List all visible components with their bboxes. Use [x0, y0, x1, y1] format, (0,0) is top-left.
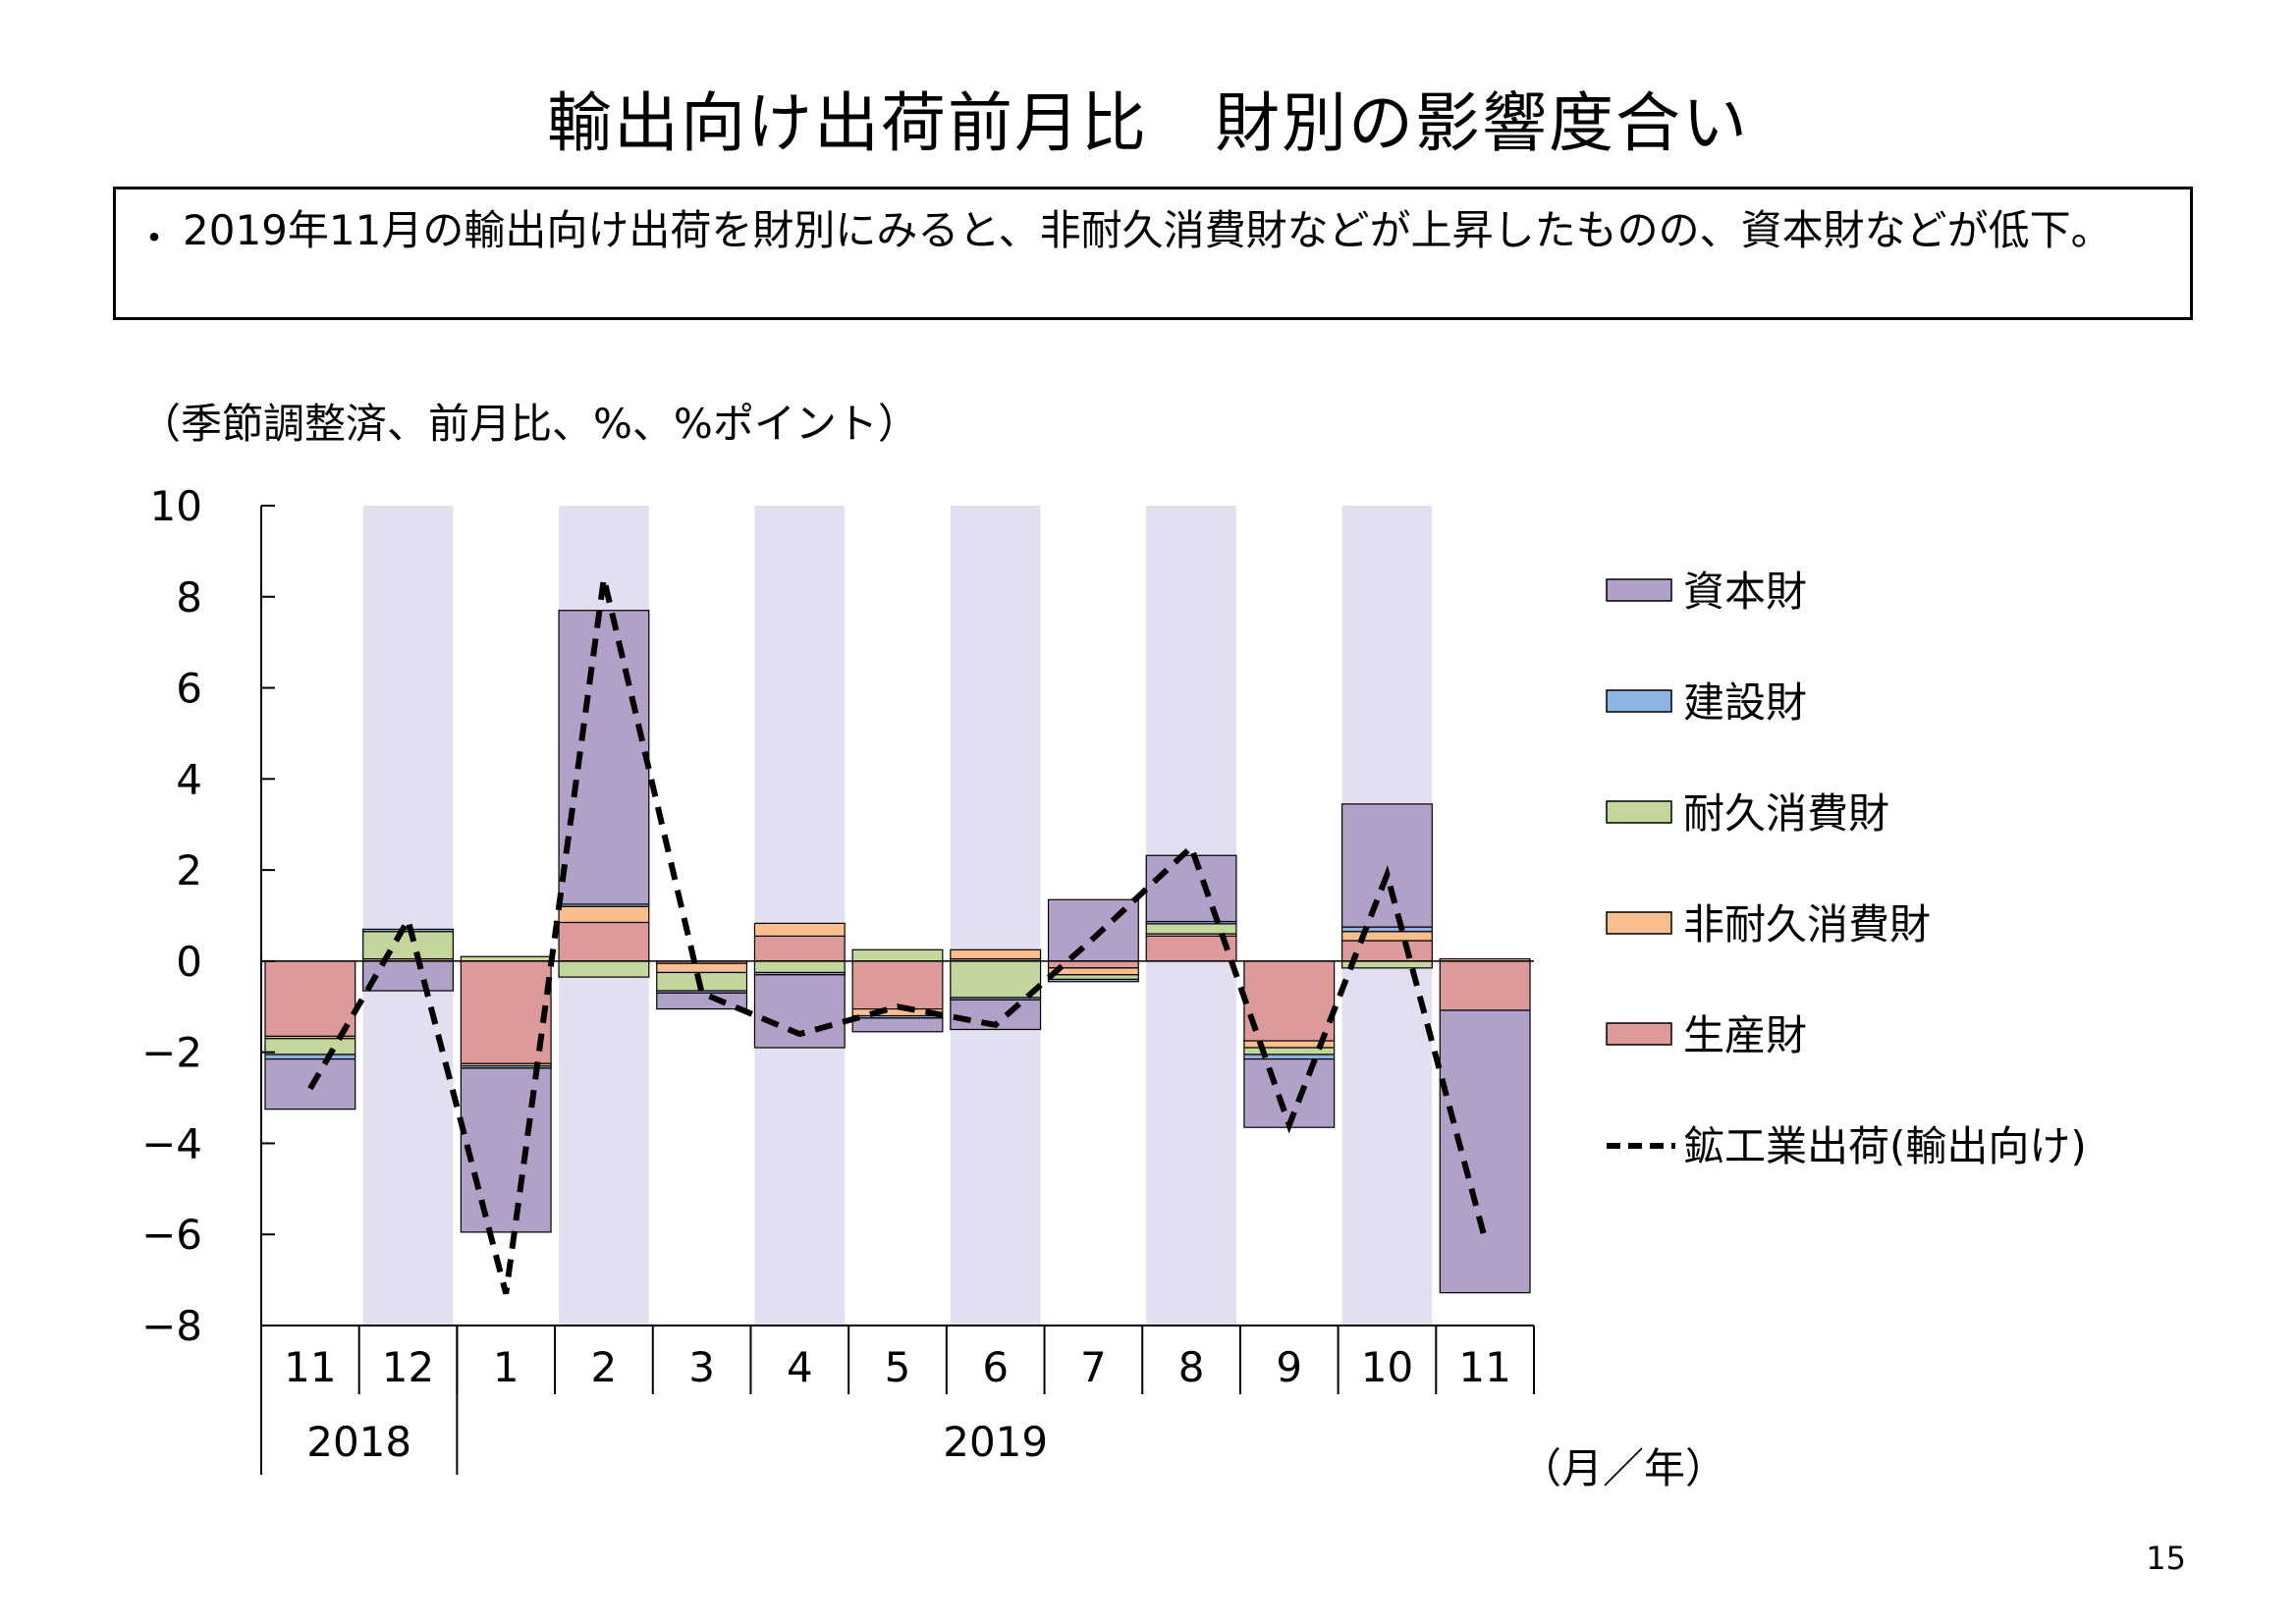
bar-segment — [1047, 978, 1139, 983]
summary-box — [113, 187, 2193, 320]
y-tick-label: 6 — [176, 665, 202, 713]
bar-segment — [1341, 931, 1433, 942]
bar-segment — [1243, 1054, 1336, 1060]
x-tick-label: 2 — [591, 1343, 618, 1391]
bar-segment — [753, 922, 846, 937]
legend-label: 鉱工業出荷(輸出向け) — [1683, 1122, 2087, 1170]
y-tick-label: −6 — [141, 1211, 202, 1259]
x-tick-label: 6 — [982, 1343, 1009, 1391]
legend-swatch — [1606, 689, 1672, 713]
shade-band — [754, 506, 846, 1326]
legend-label: 非耐久消費財 — [1683, 900, 1931, 948]
bar-segment — [1145, 923, 1237, 935]
bar-segment — [558, 921, 650, 962]
x-tick-label: 4 — [787, 1343, 813, 1391]
bar-segment — [558, 960, 650, 978]
legend-swatch — [1606, 800, 1672, 824]
x-tick-label: 12 — [382, 1343, 434, 1391]
bar-segment — [656, 962, 748, 974]
bar-segment — [753, 935, 846, 962]
y-tick-label: 8 — [176, 573, 202, 622]
line-series-path — [307, 577, 1489, 1295]
bar-segment — [264, 1054, 356, 1060]
legend-label: 耐久消費財 — [1683, 789, 1889, 838]
year-label: 2019 — [943, 1418, 1048, 1466]
bar-segment — [558, 610, 650, 905]
year-label: 2018 — [306, 1418, 411, 1466]
unit-label: （季節調整済、前月比、%、%ポイント） — [139, 400, 919, 448]
y-tick-label: −8 — [141, 1302, 202, 1350]
page-title: 輸出向け出荷前月比 財別の影響度合い — [547, 85, 1749, 161]
bar-segment — [753, 960, 846, 974]
x-tick-label: 8 — [1178, 1343, 1205, 1391]
bar-segment — [1341, 926, 1433, 933]
bar-segment — [1047, 898, 1139, 962]
x-axis-unit-label: （月／年） — [1520, 1444, 1726, 1492]
bar-segment — [1341, 803, 1433, 928]
bar-segment — [851, 1017, 944, 1033]
x-tick-label: 1 — [493, 1343, 519, 1391]
bar-segment — [264, 960, 356, 1038]
shade-band — [362, 506, 454, 1326]
bar-segment — [950, 960, 1042, 999]
bar-segment — [851, 960, 944, 1010]
bar-segment — [1047, 974, 1139, 981]
y-tick-label: 2 — [176, 846, 202, 894]
x-tick-label: 10 — [1361, 1343, 1413, 1391]
bar-segment — [264, 1038, 356, 1056]
x-tick-label: 7 — [1080, 1343, 1107, 1391]
bar-segment — [362, 931, 454, 960]
legend-label: 生産財 — [1683, 1011, 1807, 1059]
legend-swatch — [1606, 1022, 1672, 1046]
x-tick-label: 3 — [688, 1343, 715, 1391]
bar-segment — [1243, 1058, 1336, 1128]
x-tick-label: 11 — [1458, 1343, 1510, 1391]
bar-segment — [1439, 1009, 1531, 1294]
y-tick-label: −2 — [141, 1029, 202, 1077]
bar-segment — [460, 1067, 552, 1233]
shade-band — [950, 506, 1041, 1326]
bar-segment — [1439, 960, 1531, 1011]
y-tick-label: 0 — [176, 938, 202, 986]
legend-label: 建設財 — [1683, 678, 1807, 727]
summary-bullet: ・ — [135, 216, 174, 261]
y-tick-label: 4 — [176, 755, 202, 803]
bar-segment — [656, 992, 748, 1010]
x-tick-label: 5 — [885, 1343, 911, 1391]
bar-segment — [950, 948, 1042, 960]
legend-swatch — [1606, 911, 1672, 935]
summary-text: 2019年11月の輸出向け出荷を財別にみると、非耐久消費財などが上昇したものの、… — [183, 206, 2112, 254]
x-tick-label: 11 — [284, 1343, 336, 1391]
y-tick-label: −4 — [141, 1119, 202, 1167]
bar-segment — [851, 948, 944, 962]
y-tick-label: 10 — [150, 482, 202, 530]
legend-label: 資本財 — [1683, 568, 1807, 616]
x-tick-label: 9 — [1276, 1343, 1302, 1391]
bar-segment — [1243, 960, 1336, 1042]
page-number: 15 — [2146, 1540, 2186, 1577]
bar-segment — [460, 960, 552, 1064]
legend-swatch — [1606, 578, 1672, 602]
bar-segment — [558, 905, 650, 924]
bar-segment — [1145, 854, 1237, 923]
